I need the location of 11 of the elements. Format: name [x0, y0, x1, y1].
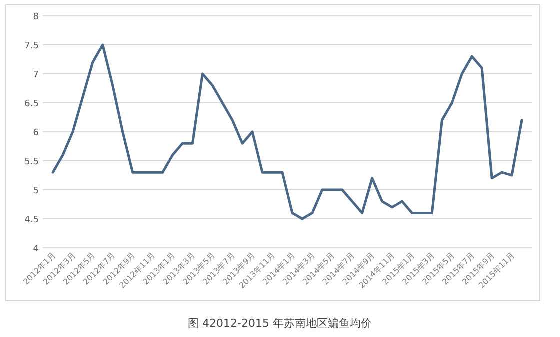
y-tick-label: 6.5 — [24, 100, 39, 110]
y-tick-label: 8 — [33, 12, 40, 22]
y-tick-label: 4 — [33, 244, 40, 254]
y-tick-label: 6 — [33, 128, 40, 138]
line-series — [52, 44, 524, 220]
y-tick-label: 7 — [33, 70, 39, 80]
text: 图 42012-2015 年苏南地区鳊鱼均价 — [188, 317, 372, 330]
y-tick-label: 4.5 — [24, 216, 39, 226]
y-tick-label: 5.5 — [24, 158, 39, 168]
y-tick-label: 7.5 — [24, 42, 39, 52]
y-tick-label: 5 — [33, 186, 39, 196]
